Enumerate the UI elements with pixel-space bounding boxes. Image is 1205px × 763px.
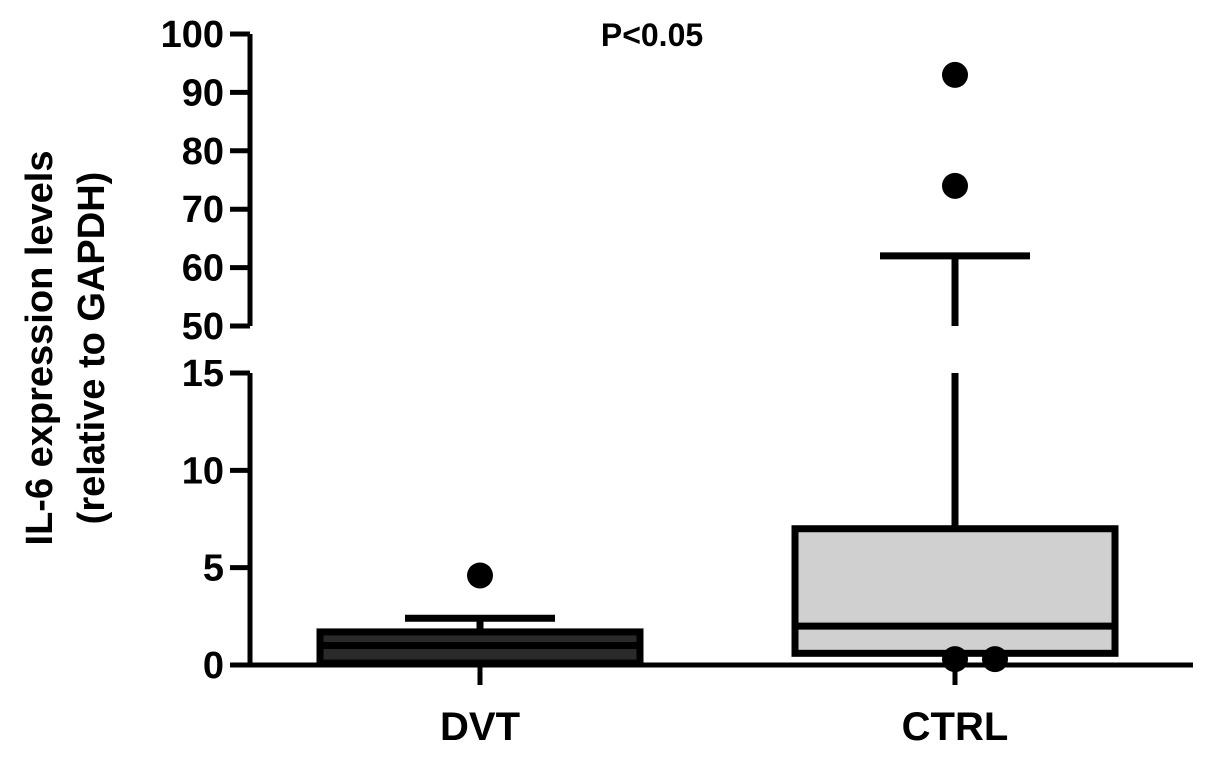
y-axis-subtitle: (relative to GAPDH) xyxy=(71,172,113,525)
y-upper-tick-label: 80 xyxy=(182,131,224,173)
y-axis-title: IL-6 expression levels xyxy=(19,151,61,546)
y-lower-tick-label: 15 xyxy=(182,353,224,395)
y-axis-title-line1: IL-6 expression levels xyxy=(19,151,61,546)
ctrl-outlier-point xyxy=(982,646,1008,673)
y-upper-tick-label: 70 xyxy=(182,189,224,231)
ctrl-outlier-point xyxy=(942,172,968,199)
p-value-annotation: P<0.05 xyxy=(601,17,703,53)
y-axis-title-line2: (relative to GAPDH) xyxy=(71,172,113,525)
y-ticks: 0 5 10 15 50 60 70 80 90 100 xyxy=(161,14,250,687)
y-lower-tick-label: 0 xyxy=(203,645,224,687)
box-plots xyxy=(316,61,1119,673)
ctrl-box xyxy=(791,525,1119,657)
y-upper-tick-label: 100 xyxy=(161,14,224,56)
y-upper-tick-label: 90 xyxy=(182,72,224,114)
y-upper-tick-label: 60 xyxy=(182,248,224,290)
x-tick-labels: DVT CTRL xyxy=(440,665,1008,749)
ctrl-outlier-point xyxy=(942,61,968,88)
x-tick-label: CTRL xyxy=(902,705,1009,749)
ctrl-outlier-point xyxy=(942,646,968,673)
x-tick-label: DVT xyxy=(440,705,520,749)
y-lower-tick-label: 10 xyxy=(182,450,224,492)
dvt-outlier-point xyxy=(467,562,493,589)
y-lower-tick-label: 5 xyxy=(203,548,224,590)
y-upper-tick-label: 50 xyxy=(182,306,224,348)
